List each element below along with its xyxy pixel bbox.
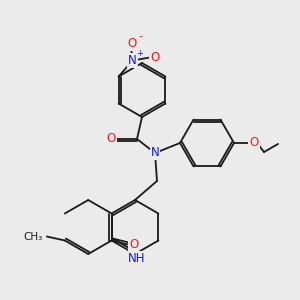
Text: N: N bbox=[128, 54, 137, 67]
Text: N: N bbox=[151, 146, 159, 160]
Text: +: + bbox=[136, 49, 143, 58]
Text: O: O bbox=[106, 133, 116, 146]
Text: -: - bbox=[139, 32, 142, 41]
Text: O: O bbox=[150, 51, 159, 64]
Text: O: O bbox=[129, 238, 138, 251]
Text: O: O bbox=[249, 136, 259, 149]
Text: CH₃: CH₃ bbox=[24, 232, 43, 242]
Text: O: O bbox=[127, 37, 136, 50]
Text: NH: NH bbox=[128, 251, 146, 265]
